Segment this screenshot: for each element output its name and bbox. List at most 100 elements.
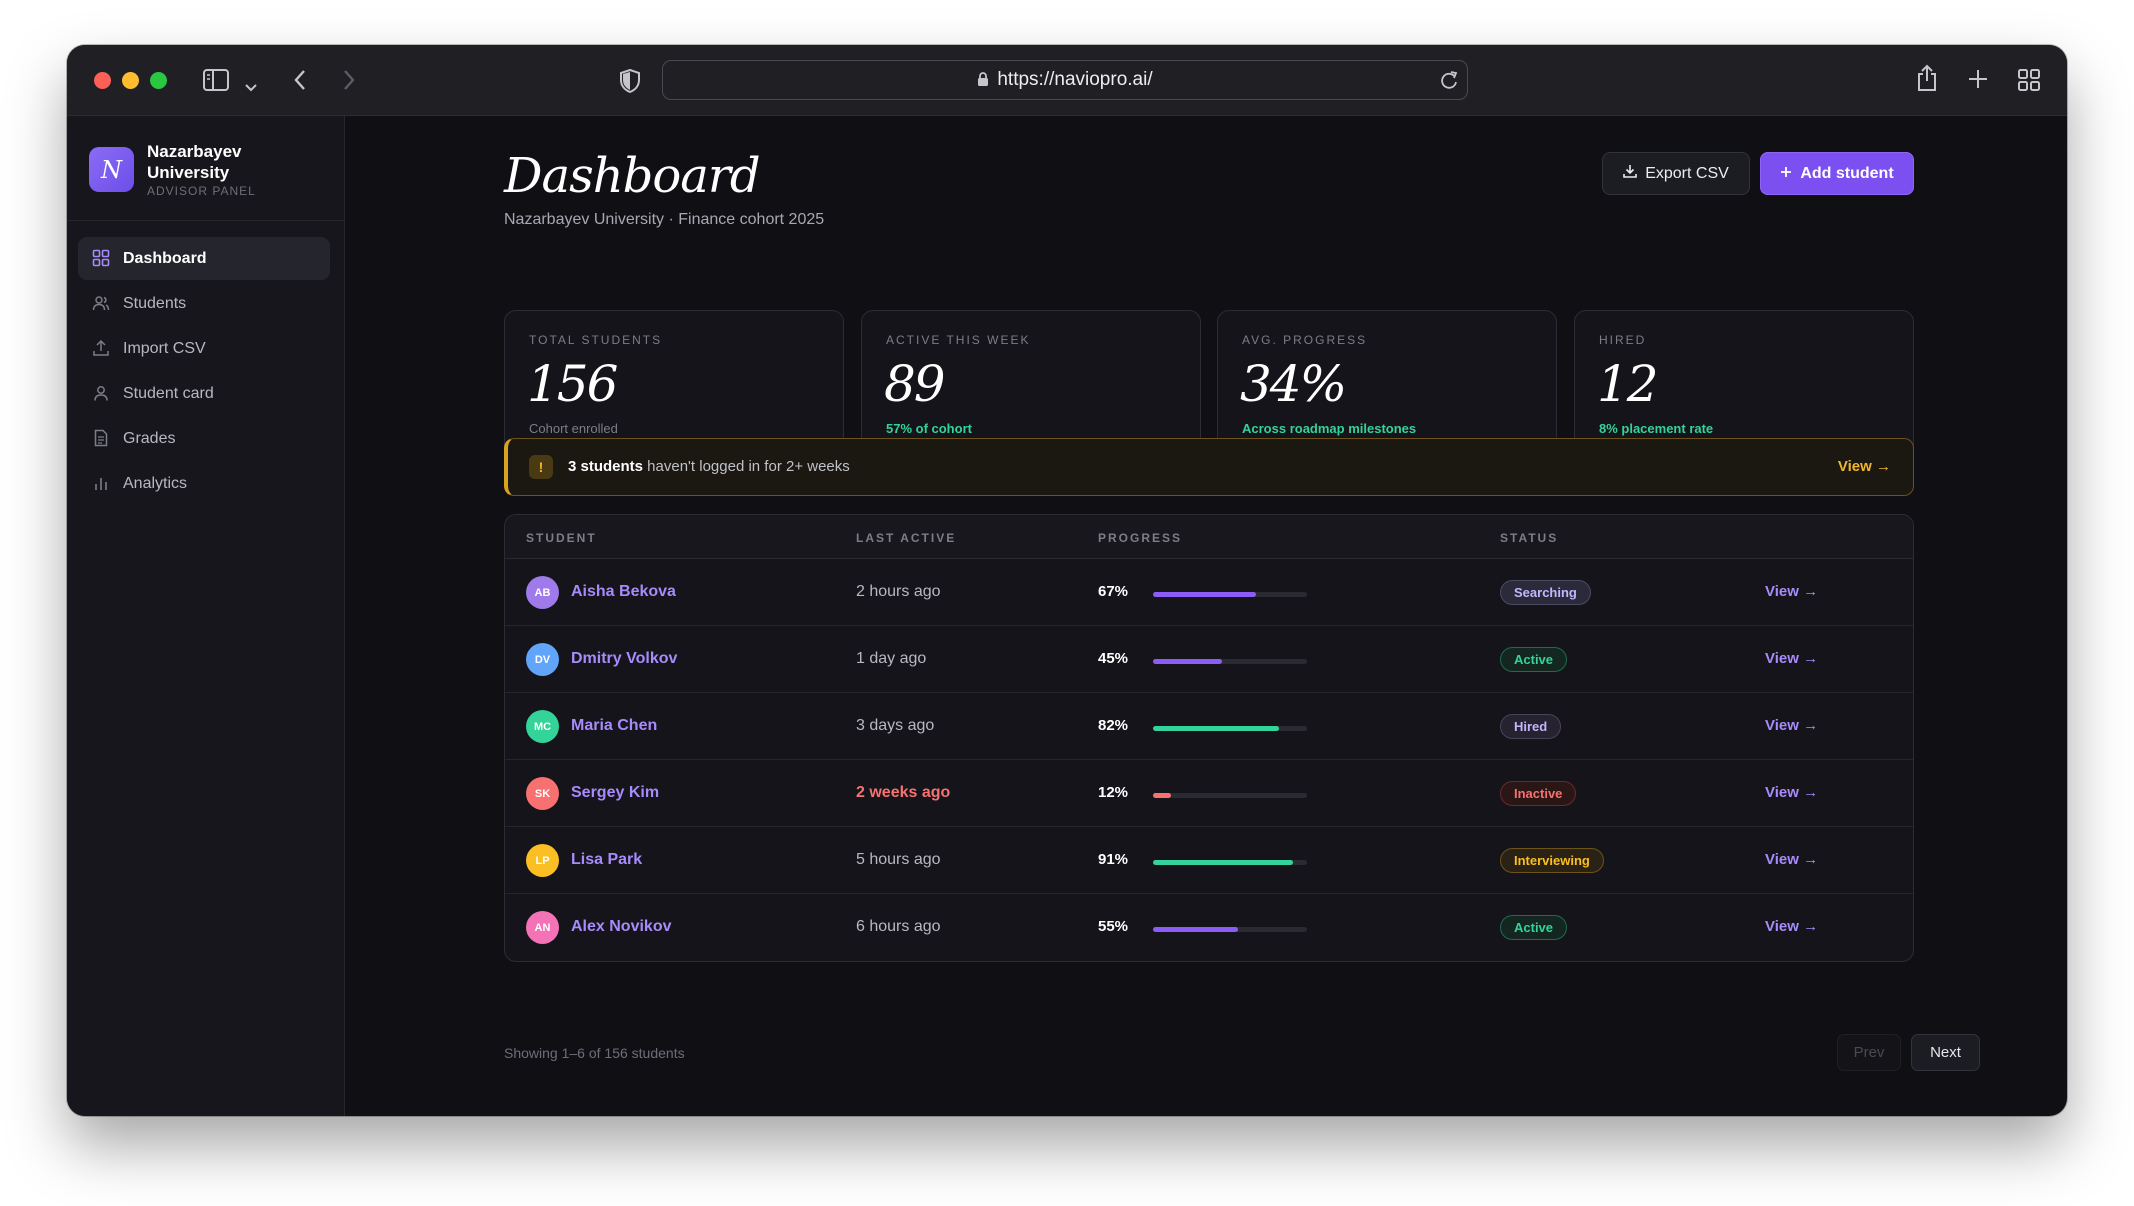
- student-name-link[interactable]: Dmitry Volkov: [571, 650, 678, 667]
- maximize-window-button[interactable]: [150, 72, 167, 89]
- student-name-link[interactable]: Maria Chen: [571, 717, 658, 734]
- new-tab-icon[interactable]: [1968, 69, 1988, 93]
- address-bar[interactable]: https://naviopro.ai/: [662, 60, 1468, 100]
- org-logo: N: [89, 147, 134, 192]
- progress-percent: 67%: [1098, 583, 1129, 600]
- stat-label: TOTAL STUDENTS: [529, 333, 663, 347]
- stat-card-active-this-week: ACTIVE THIS WEEK 89 57% of cohort: [861, 310, 1201, 458]
- stat-value: 34%: [1240, 355, 1347, 413]
- sidebar-item-import-csv[interactable]: Import CSV: [78, 327, 330, 370]
- stat-note: 8% placement rate: [1599, 421, 1714, 436]
- student-name-link[interactable]: Alex Novikov: [571, 918, 672, 935]
- stat-value: 89: [884, 355, 946, 413]
- view-student-link[interactable]: View →: [1765, 851, 1819, 868]
- last-active: 6 hours ago: [856, 918, 941, 935]
- alert-view-link[interactable]: View →: [1837, 458, 1891, 475]
- student-name-link[interactable]: Sergey Kim: [571, 784, 660, 801]
- shield-icon[interactable]: [620, 68, 640, 97]
- avatar: MC: [526, 710, 559, 743]
- status-badge: Active: [1500, 647, 1568, 672]
- table-row[interactable]: AN Alex Novikov 6 hours ago 55% Active View →: [505, 894, 1913, 961]
- next-page-button[interactable]: Next: [1911, 1034, 1980, 1071]
- tab-overview-icon[interactable]: [2018, 69, 2040, 95]
- minimize-window-button[interactable]: [122, 72, 139, 89]
- progress-bar-fill: [1153, 659, 1222, 664]
- status-badge: Inactive: [1500, 781, 1577, 806]
- stat-label: AVG. PROGRESS: [1242, 333, 1368, 347]
- avatar: DV: [526, 643, 559, 676]
- lock-icon: [977, 71, 989, 93]
- progress-bar-fill: [1153, 592, 1256, 597]
- table-row[interactable]: MC Maria Chen 3 days ago 82% Hired View →: [505, 693, 1913, 760]
- add-student-button[interactable]: Add student: [1760, 152, 1914, 195]
- org-subtitle: ADVISOR PANEL: [147, 184, 256, 198]
- org-name: Nazarbayev University: [147, 142, 242, 182]
- table-row[interactable]: SK Sergey Kim 2 weeks ago 12% Inactive View →: [505, 760, 1913, 827]
- upload-icon: [92, 339, 110, 357]
- download-icon: [1623, 164, 1638, 183]
- close-window-button[interactable]: [94, 72, 111, 89]
- view-student-link[interactable]: View →: [1765, 918, 1819, 935]
- avatar: SK: [526, 777, 559, 810]
- stat-card-hired: HIRED 12 8% placement rate: [1574, 310, 1914, 458]
- sidebar-item-students[interactable]: Students: [78, 282, 330, 325]
- column-header-status: STATUS: [1500, 531, 1559, 545]
- chevron-down-icon[interactable]: [245, 75, 257, 97]
- student-name-link[interactable]: Lisa Park: [571, 851, 643, 868]
- sidebar-item-student-card[interactable]: Student card: [78, 372, 330, 415]
- progress-bar: [1153, 592, 1307, 597]
- table-row[interactable]: DV Dmitry Volkov 1 day ago 45% Active View →: [505, 626, 1913, 693]
- sidebar-item-dashboard[interactable]: Dashboard: [78, 237, 330, 280]
- view-student-link[interactable]: View →: [1765, 583, 1819, 600]
- avatar: AB: [526, 576, 559, 609]
- progress-percent: 12%: [1098, 784, 1129, 801]
- progress-percent: 91%: [1098, 851, 1129, 868]
- progress-percent: 82%: [1098, 717, 1129, 734]
- sidebar-toggle-icon[interactable]: [203, 69, 229, 95]
- last-active: 3 days ago: [856, 717, 935, 734]
- stat-note: Across roadmap milestones: [1242, 421, 1417, 436]
- forward-arrow-icon[interactable]: [342, 69, 356, 95]
- export-csv-label: Export CSV: [1645, 164, 1729, 182]
- sidebar-item-label: Import CSV: [123, 339, 206, 357]
- last-active: 2 weeks ago: [856, 784, 951, 801]
- view-student-link[interactable]: View →: [1765, 784, 1819, 801]
- share-icon[interactable]: [1916, 64, 1938, 96]
- student-name-link[interactable]: Aisha Bekova: [571, 583, 676, 600]
- progress-bar: [1153, 793, 1307, 798]
- progress-percent: 55%: [1098, 918, 1129, 935]
- sidebar-item-analytics[interactable]: Analytics: [78, 462, 330, 505]
- url-text: https://naviopro.ai/: [997, 69, 1153, 90]
- table-header: STUDENT LAST ACTIVE PROGRESS STATUS: [505, 515, 1913, 559]
- alert-count: 3 students: [568, 458, 644, 475]
- stat-label: ACTIVE THIS WEEK: [886, 333, 1031, 347]
- export-csv-button[interactable]: Export CSV: [1602, 152, 1750, 195]
- progress-bar-fill: [1153, 793, 1171, 798]
- alert-text: haven't logged in for 2+ weeks: [643, 458, 850, 475]
- main-content: Dashboard Nazarbayev University · Financ…: [346, 116, 2067, 1116]
- page-subtitle: Nazarbayev University · Finance cohort 2…: [504, 211, 825, 228]
- back-arrow-icon[interactable]: [293, 69, 307, 95]
- reload-icon[interactable]: [1439, 69, 1459, 95]
- stat-card-avg-progress: AVG. PROGRESS 34% Across roadmap milesto…: [1217, 310, 1557, 458]
- inactive-students-alert: ! 3 students haven't logged in for 2+ we…: [504, 438, 1914, 496]
- last-active: 1 day ago: [856, 650, 927, 667]
- table-row[interactable]: AB Aisha Bekova 2 hours ago 67% Searching Vie…: [505, 559, 1913, 626]
- last-active: 2 hours ago: [856, 583, 941, 600]
- sidebar-item-label: Student card: [123, 384, 214, 402]
- view-student-link[interactable]: View →: [1765, 717, 1819, 734]
- status-badge: Hired: [1500, 714, 1562, 739]
- avatar: LP: [526, 844, 559, 877]
- table-row[interactable]: LP Lisa Park 5 hours ago 91% Interviewing Vie…: [505, 827, 1913, 894]
- stat-label: HIRED: [1599, 333, 1647, 347]
- browser-window: https://naviopro.ai/ N Nazarbayev Univer…: [67, 45, 2067, 1116]
- sidebar-item-grades[interactable]: Grades: [78, 417, 330, 460]
- progress-bar: [1153, 927, 1307, 932]
- prev-page-button[interactable]: Prev: [1837, 1034, 1901, 1071]
- sidebar-nav: Dashboard Students Import CSV Student ca…: [78, 237, 330, 507]
- view-student-link[interactable]: View →: [1765, 650, 1819, 667]
- stat-value: 156: [527, 355, 618, 413]
- document-icon: [92, 429, 110, 447]
- user-icon: [92, 384, 110, 402]
- sidebar-item-label: Students: [123, 294, 187, 312]
